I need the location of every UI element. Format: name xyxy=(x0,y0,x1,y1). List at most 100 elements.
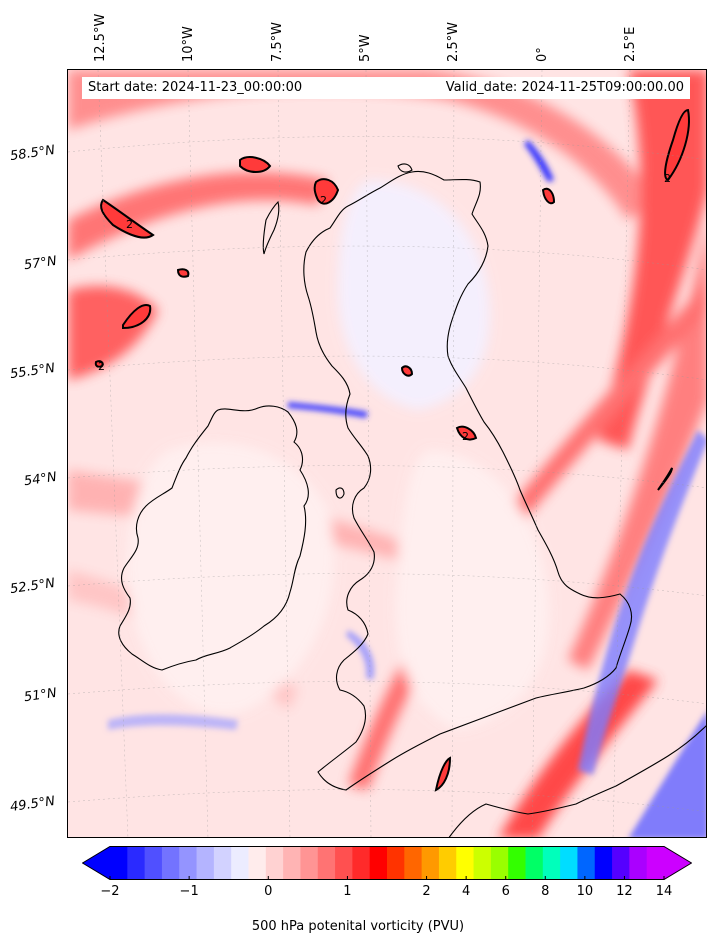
lat-label-54n: 54°N xyxy=(23,469,58,490)
start-date-text: Start date: 2024-11-23_00:00:00 xyxy=(88,80,303,95)
lon-label-2-5e: 2.5°E xyxy=(623,26,638,62)
lon-label-7-5w: 7.5°W xyxy=(270,21,285,62)
colorbar-tick-label: 2 xyxy=(422,884,431,899)
colorbar-segment xyxy=(179,846,198,880)
contour-tiny-west xyxy=(94,360,104,368)
neg-pv-clyde xyxy=(288,402,368,418)
colorbar-extend-high xyxy=(664,846,692,880)
lat-label-55-5n: 55.5°N xyxy=(9,360,56,383)
colorbar-tick-label: 0 xyxy=(264,884,273,899)
colorbar-segment xyxy=(490,846,509,880)
colorbar-tick-label: −1 xyxy=(179,884,199,899)
graticule-line xyxy=(187,70,209,837)
colorbar-segment xyxy=(577,846,596,880)
contour-label: 2 xyxy=(98,360,105,373)
colorbar-tick-label: 4 xyxy=(462,884,471,899)
colorbar-segment xyxy=(404,846,423,880)
colorbar-tick-label: 14 xyxy=(655,884,673,899)
pv-lowpv-england xyxy=(395,450,550,730)
colorbar-segment xyxy=(196,846,215,880)
neg-pv-east-strip xyxy=(578,430,706,775)
graticule-line xyxy=(365,70,372,837)
contour-ne-small xyxy=(541,187,556,205)
colorbar-segment xyxy=(387,846,405,880)
colorbar-segment xyxy=(335,846,353,880)
pv-band-nw xyxy=(68,172,328,260)
graticule-line xyxy=(612,70,631,837)
graticule-line xyxy=(277,70,291,837)
colorbar-segment xyxy=(612,846,630,880)
colorbar-tick-label: −2 xyxy=(100,884,120,899)
colorbar-tick-label: 8 xyxy=(541,884,550,899)
colorbar-segment xyxy=(473,846,492,880)
graticule-line xyxy=(68,136,706,160)
colorbar xyxy=(82,846,692,880)
lat-label-52-5n: 52.5°N xyxy=(9,575,56,598)
colorbar-segment xyxy=(144,846,163,880)
graticule-line xyxy=(451,70,455,837)
neg-pv-se-corner xyxy=(629,713,706,837)
colorbar-label: 500 hPa potenital vorticity (PVU) xyxy=(251,919,465,934)
colorbar-segment xyxy=(110,846,128,880)
colorbar-segment xyxy=(265,846,284,880)
neg-pv-channel xyxy=(108,714,238,730)
contour-hebrides xyxy=(239,156,272,173)
colorbar-segment xyxy=(352,846,371,880)
colorbar-segment xyxy=(231,846,250,880)
graticule-line xyxy=(97,70,129,837)
colorbar-tick-label: 1 xyxy=(343,884,352,899)
colorbar-segment xyxy=(317,846,336,880)
lat-label-51n: 51°N xyxy=(23,685,58,706)
graticule-line xyxy=(68,245,706,270)
graticule-line xyxy=(68,573,706,597)
pv-band-diagonal xyxy=(348,282,706,790)
pv-lowpv-scotland xyxy=(338,180,490,410)
contour-label: 2 xyxy=(320,194,327,207)
graticule-line xyxy=(68,355,706,380)
contour-tyne xyxy=(455,425,478,441)
colorbar-tick-label: 10 xyxy=(576,884,594,899)
coastlines xyxy=(118,163,706,837)
pv-field xyxy=(68,70,706,837)
contour-small-west xyxy=(176,268,190,278)
colorbar-segment xyxy=(161,846,180,880)
colorbar-tick-label: 6 xyxy=(501,884,510,899)
lon-label-10w: 10°W xyxy=(181,26,196,62)
neg-pv-wales xyxy=(346,630,375,680)
contour-label: 2 xyxy=(126,218,133,231)
contour-ne-england xyxy=(657,467,673,491)
pv-band-east-1 xyxy=(598,70,706,450)
colorbar-segment xyxy=(525,846,544,880)
graticule-line xyxy=(531,70,543,837)
lat-label-58-5n: 58.5°N xyxy=(9,142,56,165)
colorbar-segment xyxy=(438,846,457,880)
lat-label-49-5n: 49.5°N xyxy=(9,793,56,816)
colorbar-segment xyxy=(560,846,579,880)
colorbar-segment xyxy=(369,846,388,880)
colorbar-segment xyxy=(456,846,475,880)
coastline-orkney xyxy=(397,163,413,173)
valid-date-text: Valid_date: 2024-11-25T09:00:00.00 xyxy=(445,80,684,95)
contour-label: 2 xyxy=(664,172,671,185)
colorbar-segment xyxy=(646,846,665,880)
lon-label-2-5w: 2.5°W xyxy=(446,21,461,62)
pv-map: 2 2 2 2 2 xyxy=(68,70,706,837)
pv-band-east-2 xyxy=(568,229,706,670)
neg-pv-n-sea xyxy=(524,140,554,182)
colorbar-segment xyxy=(594,846,613,880)
pv-band-sw xyxy=(68,570,298,710)
colorbar-segment xyxy=(283,846,302,880)
colorbar-segment xyxy=(127,846,146,880)
contour-nw-lens xyxy=(100,198,155,239)
coastline-isle-of-man xyxy=(335,487,345,499)
graticule xyxy=(68,70,706,837)
colorbar-segment xyxy=(629,846,648,880)
graticule-line xyxy=(68,681,706,705)
pv-band-north-arc xyxy=(68,70,658,220)
coastline-hebrides xyxy=(262,200,280,255)
colorbar-tick-label: 12 xyxy=(616,884,633,899)
pv-lowpv-ireland xyxy=(127,442,335,714)
colorbar-segment xyxy=(421,846,440,880)
contour-north-east xyxy=(664,108,690,182)
graticule-line xyxy=(68,465,706,489)
